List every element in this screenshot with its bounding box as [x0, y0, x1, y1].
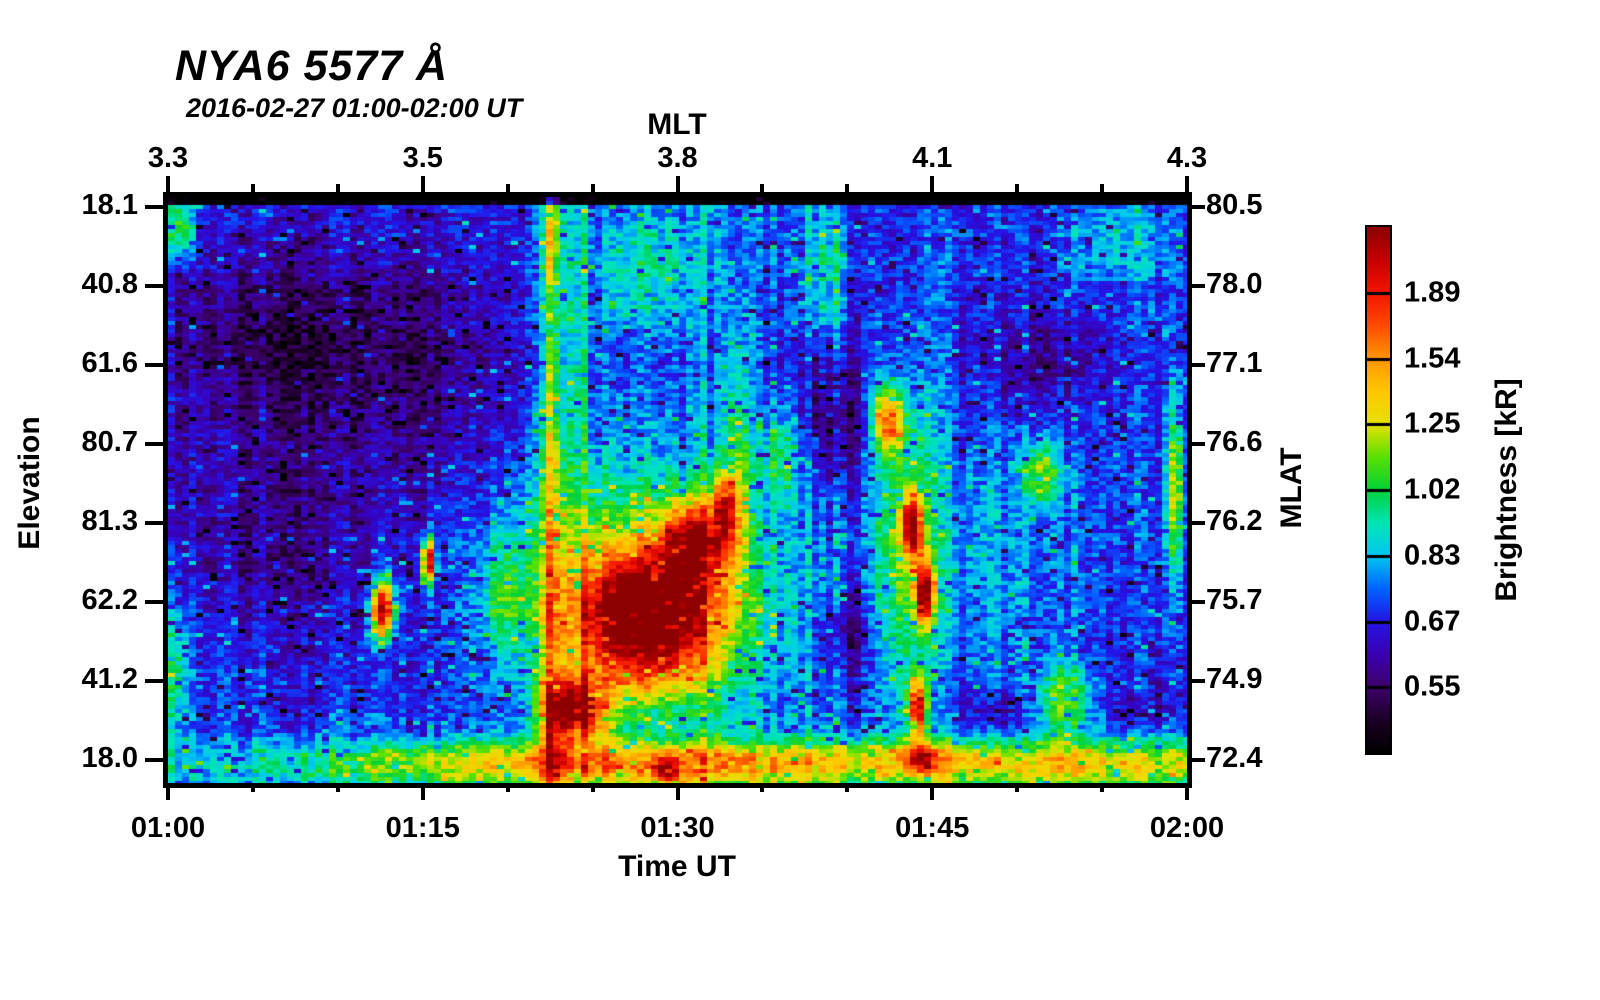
bottom-major-tick	[166, 783, 170, 800]
top-minor-tick	[760, 184, 765, 192]
colorbar	[1365, 225, 1392, 755]
bottom-major-tick	[675, 783, 680, 800]
bottom-major-tick	[930, 783, 935, 800]
left-tick-label: 18.1	[81, 189, 138, 222]
left-tick-label: 80.7	[81, 425, 138, 458]
left-tick-label: 61.6	[81, 347, 138, 379]
right-tick-label: 72.4	[1206, 741, 1263, 774]
top-major-tick	[930, 176, 935, 192]
bottom-tick-label: 01:45	[895, 812, 970, 844]
top-tick-label: 4.3	[1166, 142, 1208, 174]
bottom-minor-tick	[1015, 783, 1020, 792]
top-tick-label: 4.1	[912, 142, 953, 174]
top-minor-tick	[845, 184, 850, 192]
top-minor-tick	[590, 184, 595, 192]
right-tick-label: 74.9	[1206, 662, 1263, 695]
left-tick-label: 18.0	[81, 741, 138, 774]
top-major-tick	[1185, 176, 1189, 192]
bottom-tick-label: 01:15	[385, 812, 460, 844]
plot-title: NYA6 5577 Å	[175, 42, 449, 90]
left-tick-label: 41.2	[81, 662, 138, 695]
heatmap-canvas	[168, 197, 1187, 783]
plot-subtitle: 2016-02-27 01:00-02:00 UT	[186, 93, 523, 123]
top-major-tick	[166, 176, 170, 192]
bottom-minor-tick	[1100, 783, 1105, 792]
right-tick-label: 75.7	[1206, 583, 1263, 616]
right-major-tick	[1187, 284, 1205, 288]
bottom-tick-label: 02:00	[1149, 812, 1225, 844]
colorbar-title: Brightness [kR]	[1490, 378, 1523, 602]
top-minor-tick	[505, 184, 510, 192]
colorbar-tick-label: 0.67	[1404, 605, 1461, 637]
bottom-axis-title: Time UT	[618, 850, 736, 883]
left-tick-label: 40.8	[81, 268, 138, 300]
plot-frame	[163, 192, 1192, 788]
colorbar-tick-label: 1.89	[1404, 276, 1461, 309]
colorbar-tick-label: 1.02	[1404, 473, 1461, 506]
right-major-tick	[1187, 757, 1205, 762]
left-major-tick	[145, 599, 163, 604]
right-major-tick	[1187, 441, 1205, 446]
bottom-minor-tick	[590, 783, 595, 792]
left-major-tick	[145, 205, 163, 210]
right-major-tick	[1187, 678, 1205, 683]
colorbar-tick-label: 1.25	[1404, 407, 1461, 440]
right-major-tick	[1187, 599, 1205, 604]
right-tick-label: 77.1	[1206, 347, 1263, 379]
bottom-minor-tick	[760, 783, 765, 792]
bottom-tick-label: 01:00	[130, 812, 206, 844]
bottom-minor-tick	[335, 783, 340, 792]
right-major-tick	[1187, 205, 1205, 210]
left-major-tick	[145, 678, 163, 683]
left-tick-label: 81.3	[81, 504, 138, 537]
bottom-tick-label: 01:30	[640, 812, 715, 844]
left-major-tick	[145, 757, 163, 762]
left-major-tick	[145, 363, 163, 367]
top-minor-tick	[335, 184, 340, 192]
bottom-minor-tick	[505, 783, 510, 792]
top-axis-title: MLT	[647, 108, 707, 141]
left-tick-label: 62.2	[81, 583, 138, 616]
colorbar-tick-label: 1.54	[1404, 342, 1461, 374]
left-major-tick	[145, 441, 163, 446]
right-tick-label: 76.6	[1206, 425, 1263, 458]
left-major-tick	[145, 520, 163, 525]
right-major-tick	[1187, 520, 1205, 525]
bottom-major-tick	[420, 783, 425, 800]
bottom-minor-tick	[845, 783, 850, 792]
bottom-minor-tick	[250, 783, 255, 792]
top-tick-label: 3.8	[657, 142, 698, 174]
right-axis-title: MLAT	[1275, 447, 1308, 529]
top-minor-tick	[1015, 184, 1020, 192]
top-major-tick	[420, 176, 425, 192]
top-major-tick	[675, 176, 680, 192]
bottom-major-tick	[1185, 783, 1189, 800]
right-tick-label: 80.5	[1206, 189, 1263, 222]
left-major-tick	[145, 284, 163, 288]
top-minor-tick	[1100, 184, 1105, 192]
right-major-tick	[1187, 363, 1205, 367]
right-tick-label: 78.0	[1206, 268, 1263, 300]
colorbar-tick-label: 0.83	[1404, 539, 1461, 572]
top-minor-tick	[250, 184, 255, 192]
top-tick-label: 3.3	[147, 142, 189, 174]
right-tick-label: 76.2	[1206, 504, 1263, 537]
top-tick-label: 3.5	[402, 142, 443, 174]
colorbar-tick-label: 0.55	[1404, 670, 1461, 703]
